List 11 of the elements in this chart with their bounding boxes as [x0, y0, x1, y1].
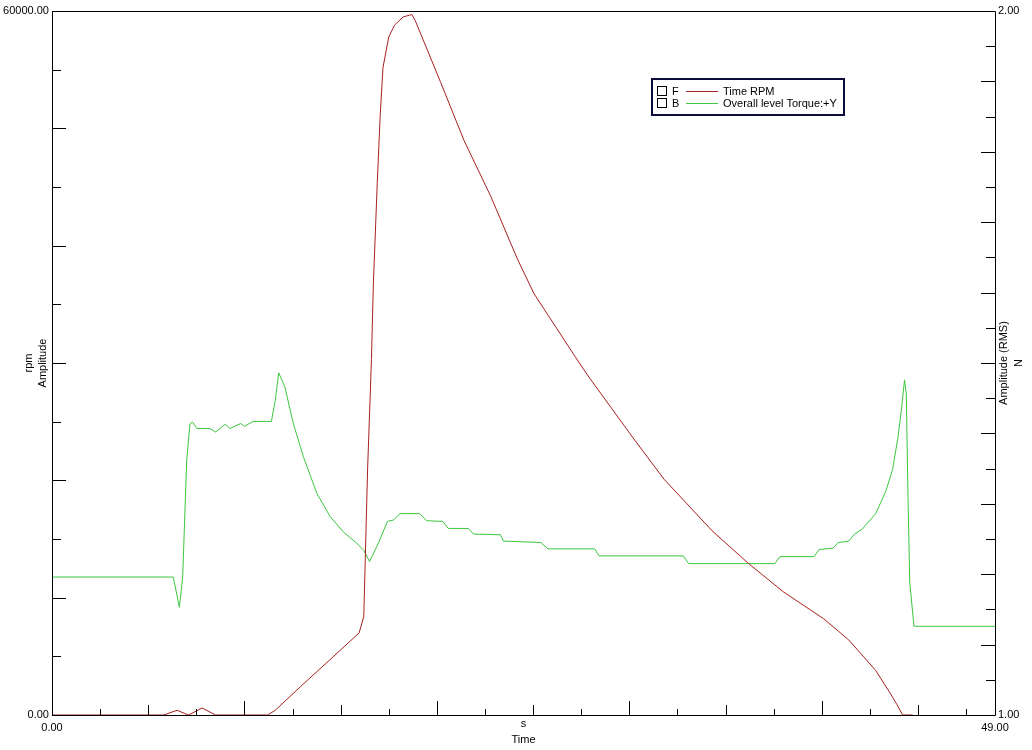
annotation: B [672, 97, 681, 109]
y2-axis-title: Amplitude (RMS) N [997, 321, 1025, 405]
y2-tick-label: 2.00 [998, 4, 1020, 17]
y-tick-label: 60000.00 [3, 4, 49, 17]
x-tick-label: 49.00 [981, 720, 1009, 733]
x-axis-title: s Time [511, 717, 536, 746]
legend-label: Time RPM [723, 85, 775, 97]
annotation: F [672, 85, 680, 97]
y-axis-title: rpm Amplitude [22, 338, 49, 388]
legend-label: Overall level Torque:+Y [723, 97, 837, 109]
y2-tick-label: 1.00 [998, 708, 1020, 721]
